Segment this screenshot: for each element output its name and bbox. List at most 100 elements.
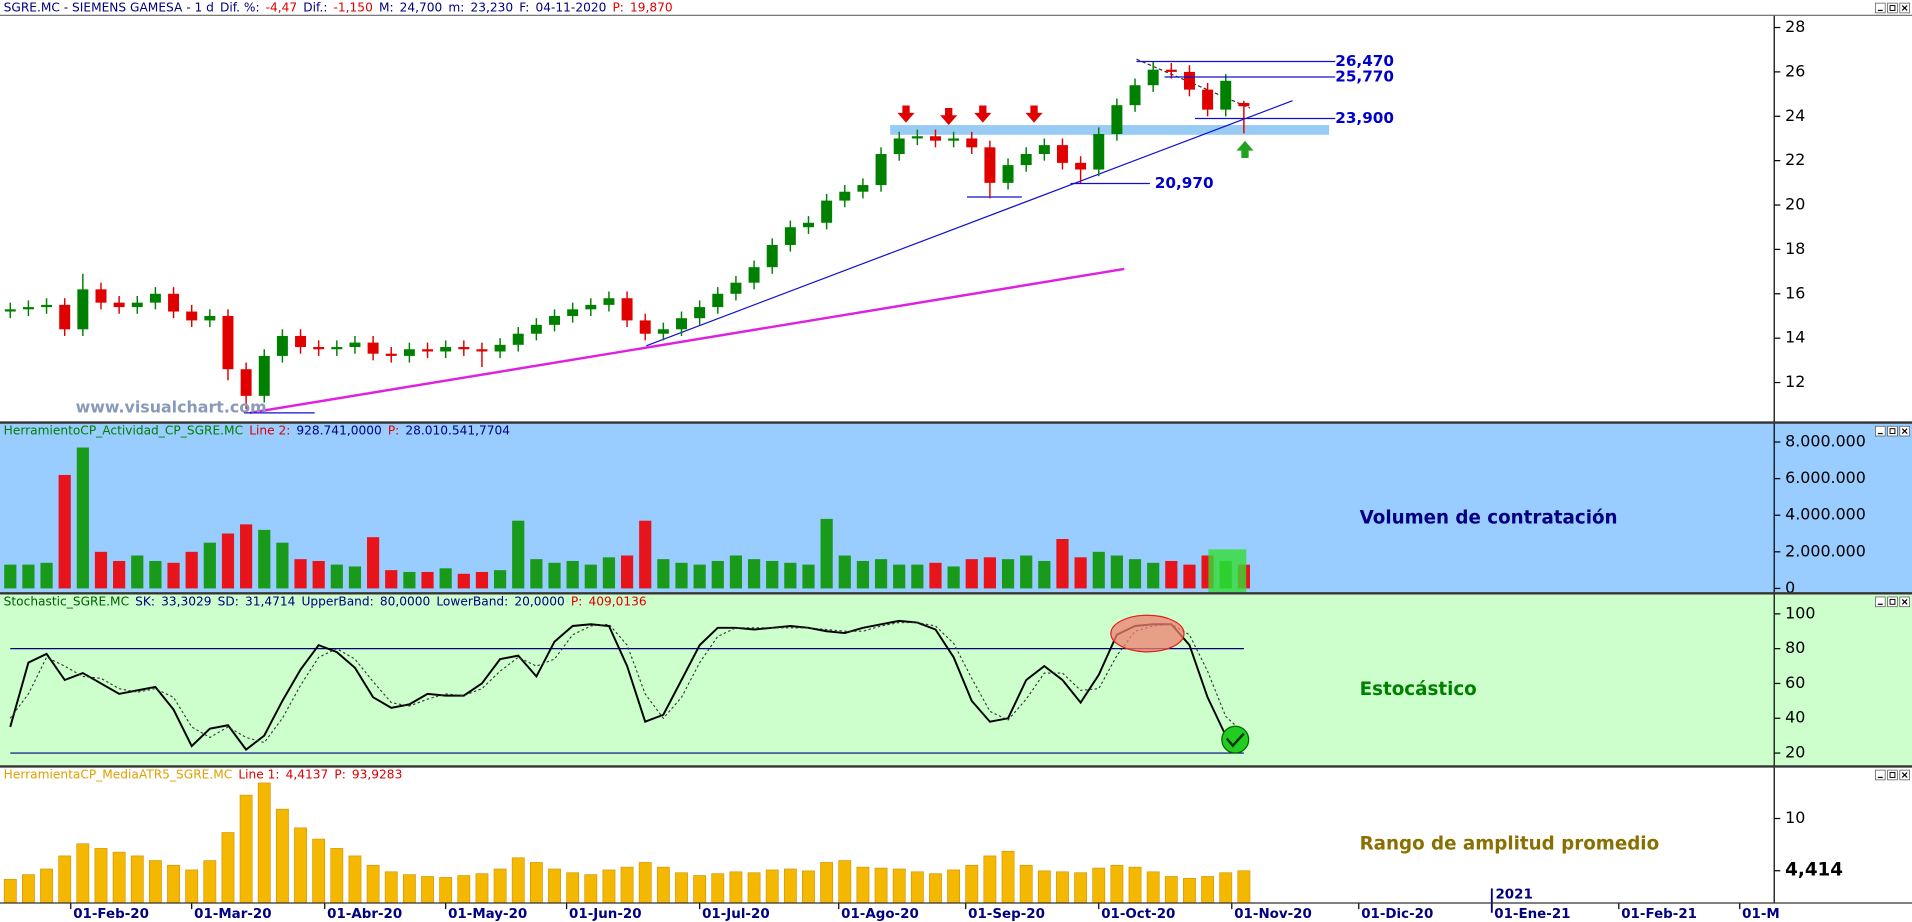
y-tick-label: 18 (1785, 239, 1805, 258)
bar (747, 559, 761, 589)
bar (457, 875, 471, 904)
bar (1183, 878, 1196, 904)
bar (602, 557, 616, 589)
year-label: 2021 (1495, 887, 1532, 902)
bar (258, 529, 271, 589)
candle-body (1202, 89, 1214, 110)
volume-highlight (1208, 549, 1247, 593)
header-text: LowerBand: (436, 594, 508, 608)
candle-body (222, 315, 234, 370)
bar (911, 564, 924, 589)
bar (929, 562, 942, 589)
bar (1037, 870, 1051, 904)
candle-body (694, 307, 706, 319)
bar (1001, 559, 1015, 589)
bar (1056, 871, 1069, 904)
bar (403, 571, 416, 589)
x-tick-label: 01-Mar-20 (194, 907, 271, 922)
candle-body (22, 307, 34, 310)
bar (602, 869, 616, 904)
y-tick-label: 12 (1785, 372, 1805, 391)
candle-body (966, 138, 978, 148)
window-button (1887, 769, 1898, 781)
bar (276, 542, 289, 589)
y-tick-label: 2.000.000 (1785, 541, 1866, 560)
check (1225, 732, 1245, 748)
candle-body (821, 200, 833, 223)
bar (22, 564, 35, 589)
bar (892, 868, 906, 904)
arrow (974, 105, 992, 123)
bar (983, 557, 997, 589)
header-text: 31,4714 (245, 594, 296, 608)
header-text: P: (571, 594, 582, 608)
header-text: F: (519, 0, 529, 14)
header-text: SK: (135, 594, 155, 608)
header-text: 4,4137 (286, 767, 329, 781)
maximize-glyph (1889, 428, 1896, 435)
price-level-label: 25,770 (1335, 67, 1394, 85)
y-tick-label: 20 (1785, 195, 1805, 214)
bar (439, 568, 452, 589)
arrow (897, 105, 915, 123)
header-text: P: (334, 767, 345, 781)
close-glyph (1901, 5, 1908, 11)
y-tick-label: 20 (1785, 743, 1805, 762)
candle-body (168, 293, 180, 312)
bar (1165, 560, 1178, 589)
candle-body (857, 185, 869, 192)
candle-body (1183, 71, 1195, 90)
bar (548, 562, 561, 589)
maximize-glyph (1889, 5, 1896, 11)
bar (113, 560, 126, 589)
candle-body (59, 304, 71, 330)
candle-body (476, 349, 488, 352)
bar (584, 564, 597, 589)
candle-body (258, 355, 270, 396)
bar (312, 838, 326, 904)
support-zone (890, 125, 1330, 135)
price-level-label: 23,900 (1335, 109, 1394, 127)
bar (4, 564, 17, 589)
panel-separators (0, 14, 1912, 904)
bar (22, 874, 35, 904)
candle-body (1111, 105, 1123, 135)
window-button (1875, 2, 1886, 14)
bar (947, 869, 961, 904)
header-text: 23,230 (470, 0, 513, 14)
candle-body (657, 329, 669, 334)
bar (421, 571, 434, 589)
y-tick-label: 40 (1785, 708, 1805, 727)
window-button (1875, 596, 1886, 608)
bar (40, 562, 53, 589)
overbought-mark (1110, 614, 1185, 653)
bar (76, 843, 90, 904)
window-button (1875, 425, 1886, 437)
bar (657, 559, 670, 589)
candle-body (403, 349, 415, 356)
bar (784, 562, 797, 589)
candle-body (1129, 85, 1141, 106)
bar (856, 866, 870, 904)
header-text: 04-11-2020 (536, 0, 607, 14)
bar (1146, 871, 1160, 904)
x-tick-label: 01-Sep-20 (968, 907, 1045, 922)
bar (367, 537, 380, 589)
candle-body (422, 349, 434, 352)
candle-body (893, 138, 905, 154)
candle-body (621, 298, 633, 321)
maximize-glyph (1889, 772, 1896, 778)
y-tick-label: 0 (1785, 578, 1795, 597)
bar (348, 855, 362, 904)
bar (149, 860, 162, 904)
candle-body (585, 304, 597, 310)
bar (312, 560, 325, 589)
bar (711, 560, 724, 589)
candle-body (1165, 69, 1177, 72)
bar (965, 864, 979, 904)
bar (330, 564, 343, 589)
candle-body (4, 309, 16, 312)
bar (1128, 559, 1142, 589)
window-buttons (1875, 2, 1910, 781)
candle-body (276, 335, 288, 356)
